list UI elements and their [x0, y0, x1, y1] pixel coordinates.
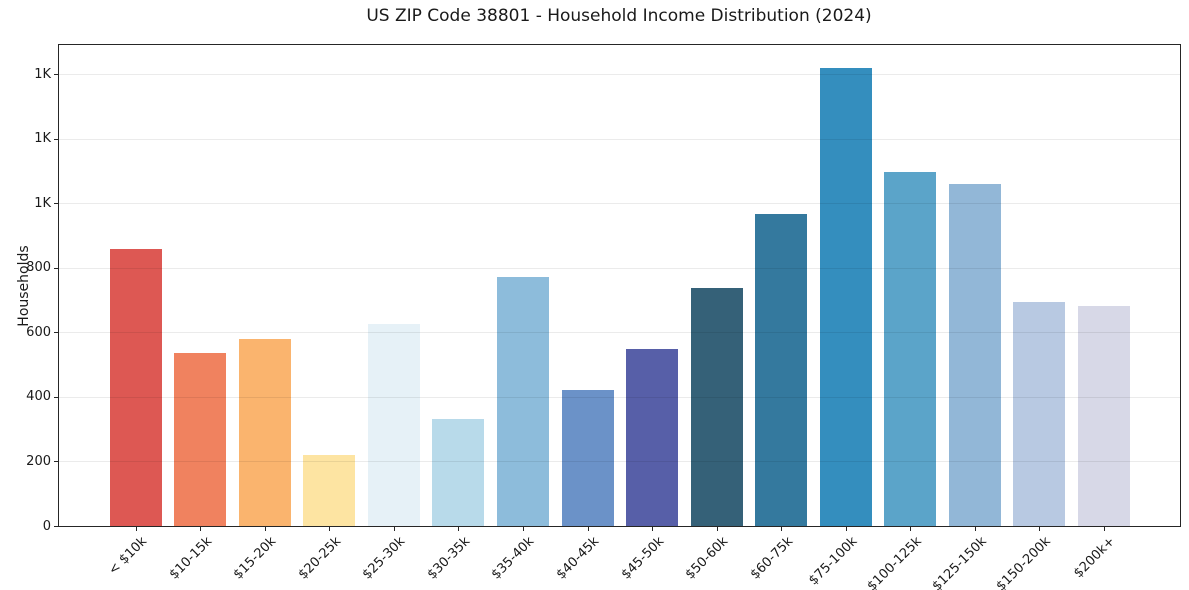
x-tick-label-$45-50k: $45-50k	[618, 534, 667, 583]
x-tick-label-$10-15k: $10-15k	[166, 534, 215, 583]
y-tick-label: 200	[26, 453, 51, 469]
bar-$125-150k	[948, 184, 1001, 526]
bar-$30-35k	[432, 418, 485, 526]
x-tick-label-$75-100k: $75-100k	[806, 534, 861, 589]
y-tick-label: 1K	[34, 131, 51, 147]
bar-$50-60k	[690, 288, 743, 526]
plot-area	[58, 44, 1181, 527]
x-tick-label-$25-30k: $25-30k	[360, 534, 409, 583]
x-tick-label-$50-60k: $50-60k	[682, 534, 732, 583]
x-tick-label-$40-45k: $40-45k	[553, 534, 603, 583]
x-tick-label-< $10k: < $10k	[106, 534, 151, 579]
x-tick-mark	[200, 527, 202, 531]
y-tick-mark	[54, 332, 58, 334]
y-tick-mark	[54, 74, 58, 76]
gridline-200	[59, 461, 1180, 463]
chart-title: US ZIP Code 38801 - Household Income Dis…	[366, 6, 872, 26]
x-tick-mark	[716, 527, 718, 531]
y-tick-mark	[54, 138, 58, 140]
gridline-1400	[59, 74, 1180, 76]
y-tick-label: 1K	[34, 195, 51, 211]
x-tick-mark	[329, 527, 331, 531]
x-tick-label-$60-75k: $60-75k	[747, 534, 796, 583]
gridline-1200	[59, 138, 1180, 140]
y-tick-mark	[54, 461, 58, 463]
x-tick-mark	[135, 527, 137, 531]
x-tick-label-$200k+: $200k+	[1071, 534, 1119, 582]
bar-$45-50k	[626, 348, 679, 526]
bar-$150-200k	[1013, 302, 1066, 526]
x-tick-mark	[781, 527, 783, 531]
x-tick-label-$35-40k: $35-40k	[489, 534, 538, 583]
bar-$15-20k	[238, 339, 291, 526]
x-tick-mark	[652, 527, 654, 531]
y-tick-mark	[54, 526, 58, 527]
x-tick-label-$125-150k: $125-150k	[929, 534, 990, 590]
x-tick-mark	[974, 527, 976, 531]
gridline-800	[59, 267, 1180, 269]
x-tick-mark	[587, 527, 589, 531]
y-tick-label: 1K	[34, 66, 51, 82]
bar-$40-45k	[561, 390, 614, 526]
x-tick-label-$30-35k: $30-35k	[424, 534, 474, 583]
y-axis-label: Households	[16, 245, 32, 327]
x-tick-label-$150-200k: $150-200k	[993, 534, 1055, 590]
bar-$10-15k	[174, 353, 227, 526]
x-tick-mark	[1103, 527, 1105, 531]
gridline-600	[59, 332, 1180, 334]
gridline-1000	[59, 203, 1180, 205]
x-tick-mark	[523, 527, 524, 531]
bar-$75-100k	[819, 67, 872, 526]
bar-$100-125k	[884, 171, 937, 526]
y-tick-label: 0	[42, 518, 51, 534]
y-tick-mark	[54, 267, 58, 269]
bar-$200k+	[1077, 305, 1130, 526]
x-tick-mark	[845, 527, 847, 531]
y-tick-mark	[54, 203, 58, 205]
bar-< $10k	[109, 249, 162, 526]
y-tick-label: 800	[26, 260, 51, 276]
bar-$35-40k	[497, 276, 549, 526]
x-tick-label-$20-25k: $20-25k	[295, 534, 344, 583]
y-tick-label: 400	[26, 389, 51, 405]
y-tick-mark	[54, 396, 58, 398]
x-tick-mark	[393, 527, 395, 531]
bar-$25-30k	[367, 324, 420, 526]
x-tick-label-$15-20k: $15-20k	[230, 534, 280, 583]
x-tick-mark	[910, 527, 912, 531]
bar-$60-75k	[755, 213, 808, 526]
y-tick-label: 600	[26, 324, 51, 340]
x-tick-label-$100-125k: $100-125k	[864, 534, 925, 590]
x-tick-mark	[1039, 527, 1041, 531]
x-tick-mark	[264, 527, 266, 531]
x-tick-mark	[458, 527, 460, 531]
bar-$20-25k	[303, 454, 356, 526]
gridline-400	[59, 396, 1180, 398]
